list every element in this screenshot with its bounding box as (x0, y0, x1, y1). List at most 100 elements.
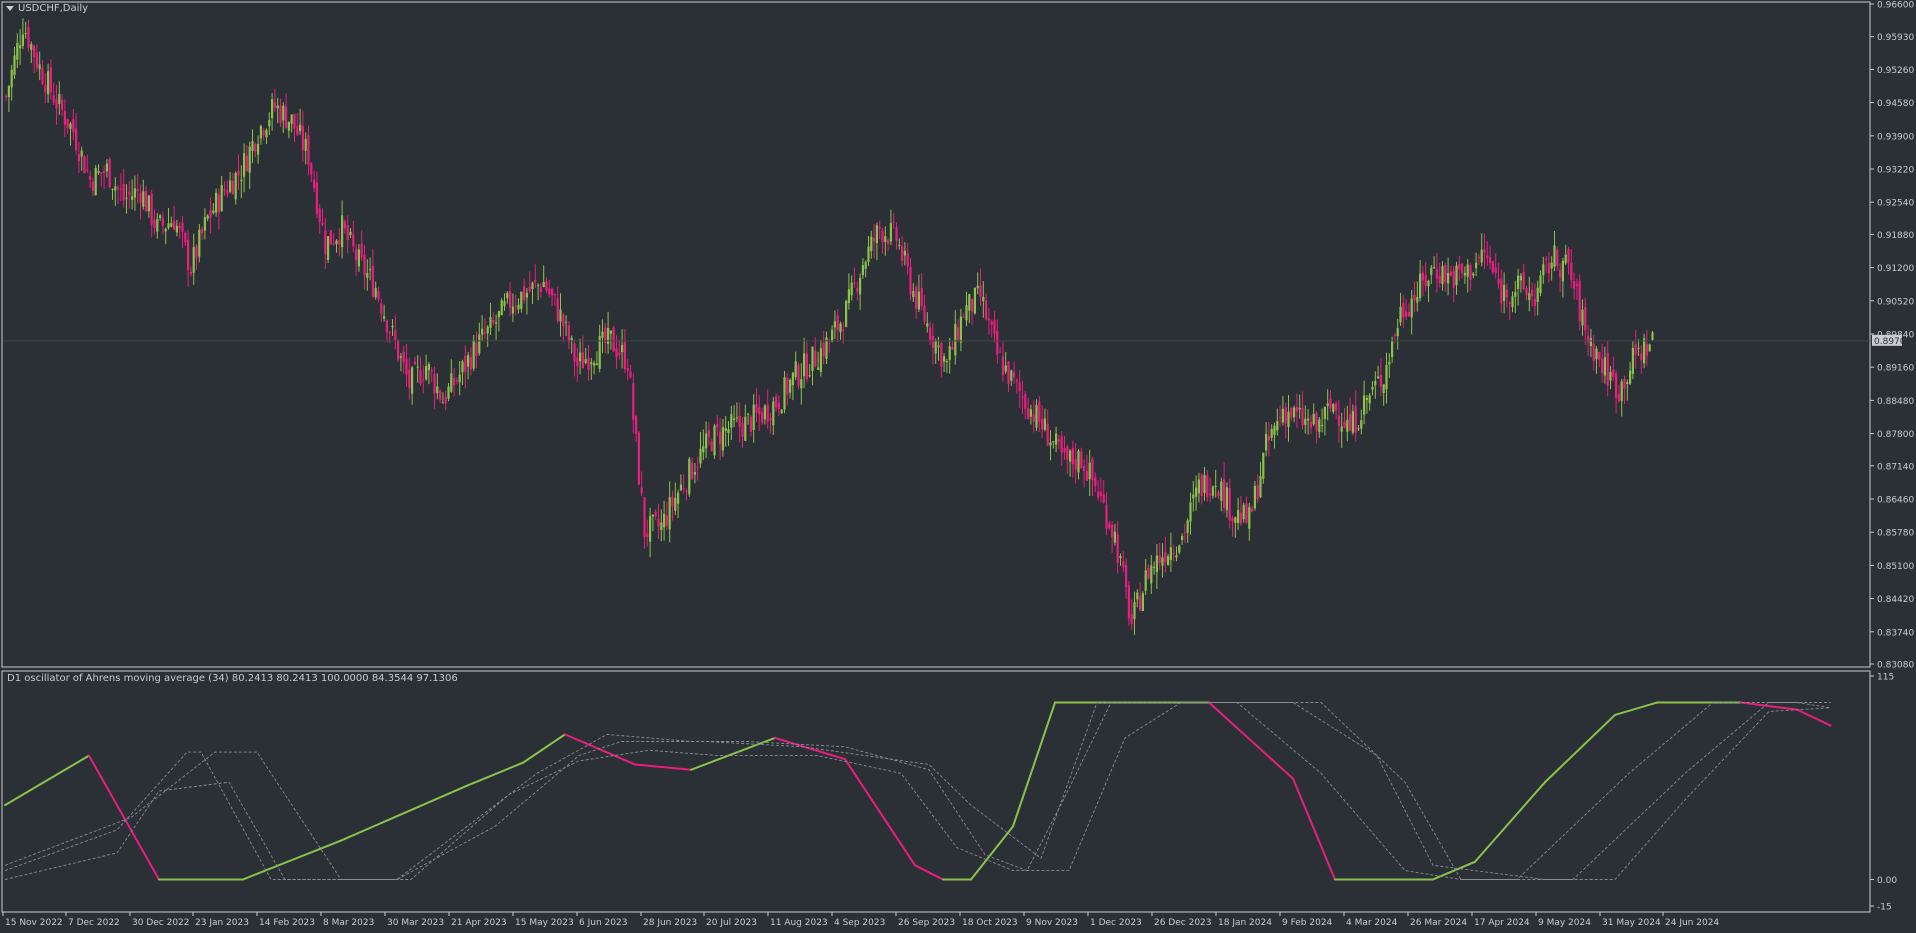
candle-body (539, 286, 542, 292)
candle-body (229, 180, 232, 192)
candle-body (825, 337, 828, 359)
candle-body (240, 179, 243, 182)
candle-body (1363, 395, 1366, 415)
candle-body (405, 359, 408, 375)
candle-body (195, 246, 198, 258)
candle-body (1421, 272, 1424, 281)
candle-body (1099, 491, 1102, 496)
candle-body (1393, 335, 1396, 337)
candle-body (1147, 567, 1150, 579)
candle-body (735, 417, 738, 419)
candle-body (1018, 382, 1021, 392)
candle-body (506, 292, 509, 299)
candle-body (24, 33, 27, 35)
time-tick-label: 1 Dec 2023 (1090, 918, 1142, 928)
candle-body (1486, 255, 1489, 258)
candle-body (86, 169, 89, 171)
time-tick-label: 17 Apr 2024 (1474, 918, 1530, 928)
candle-body (1360, 420, 1363, 429)
candle-body (492, 319, 495, 323)
candle-body (47, 71, 50, 95)
candle-body (1441, 266, 1444, 284)
candle-body (198, 229, 201, 257)
candle-body (30, 44, 33, 50)
candle-body (643, 496, 646, 538)
time-tick-label: 28 Jun 2023 (643, 918, 697, 928)
candle-body (772, 401, 775, 426)
candle-body (1469, 265, 1472, 280)
candle-body (369, 269, 372, 271)
candle-body (601, 331, 604, 338)
candle-body (1357, 428, 1360, 430)
symbol-header[interactable]: USDCHF,Daily (6, 3, 88, 14)
candle-body (903, 250, 906, 256)
candle-body (1136, 592, 1139, 600)
candle-body (511, 306, 514, 314)
oscillator-main-line (774, 736, 846, 761)
time-tick-label: 11 Aug 2023 (770, 918, 828, 928)
candle-body (38, 64, 41, 69)
candle-body (285, 106, 288, 128)
candle-body (1155, 555, 1158, 573)
candle-body (430, 370, 433, 372)
candle-body (310, 163, 313, 175)
candle-body (1125, 564, 1128, 588)
candle-body (1214, 486, 1217, 488)
candle-body (1573, 281, 1576, 289)
candle-body (413, 361, 416, 365)
time-tick-label: 26 Mar 2024 (1410, 918, 1467, 928)
candle-body (1035, 405, 1038, 428)
candle-body (184, 232, 187, 243)
candle-body (1295, 406, 1298, 412)
candle-body (1167, 556, 1170, 565)
candle-body (805, 353, 808, 380)
oscillator-main-line (88, 754, 160, 881)
price-tick-label: 0.92540 (1877, 199, 1914, 209)
candle-body (187, 239, 190, 271)
candle-body (713, 425, 716, 456)
candle-body (1141, 593, 1144, 611)
price-tick-label: 0.90520 (1877, 297, 1914, 307)
candle-body (763, 405, 766, 420)
candle-body (1175, 555, 1178, 558)
candle-body (1116, 534, 1119, 563)
candle-body (1564, 254, 1567, 264)
candle-body (1150, 565, 1153, 584)
candle-body (565, 321, 568, 323)
candle-body (738, 415, 741, 427)
candle-body (1158, 555, 1161, 564)
candle-body (646, 533, 649, 538)
candle-body (895, 227, 898, 241)
candle-body (839, 323, 842, 333)
candle-body (1122, 561, 1125, 568)
price-tick-label: 0.88480 (1877, 397, 1914, 407)
candle-body (1617, 394, 1620, 401)
candle-body (1097, 491, 1100, 498)
price-tick-label: 0.86460 (1877, 496, 1914, 506)
chevron-down-icon[interactable] (6, 6, 14, 11)
candle-body (324, 230, 327, 254)
oscillator-axis: 115 0.00 -15 (1870, 673, 1897, 913)
candle-body (674, 497, 677, 511)
candle-body (551, 288, 554, 296)
candle-body (637, 432, 640, 485)
candle-body (1298, 407, 1301, 410)
candle-body (867, 246, 870, 262)
candle-body (623, 341, 626, 370)
candle-body (1589, 338, 1592, 347)
candle-body (363, 254, 366, 276)
candle-body (702, 446, 705, 453)
candle-body (215, 192, 218, 213)
candle-body (971, 299, 974, 312)
candle-body (21, 34, 24, 46)
candle-body (1001, 356, 1004, 376)
candle-body (556, 298, 559, 322)
candle-body (100, 172, 103, 174)
candle-body (1416, 297, 1419, 303)
candle-body (1620, 381, 1623, 401)
candle-body (1365, 397, 1368, 401)
oscillator-tick-label: 0.00 (1877, 876, 1897, 886)
candle-body (1301, 407, 1304, 426)
